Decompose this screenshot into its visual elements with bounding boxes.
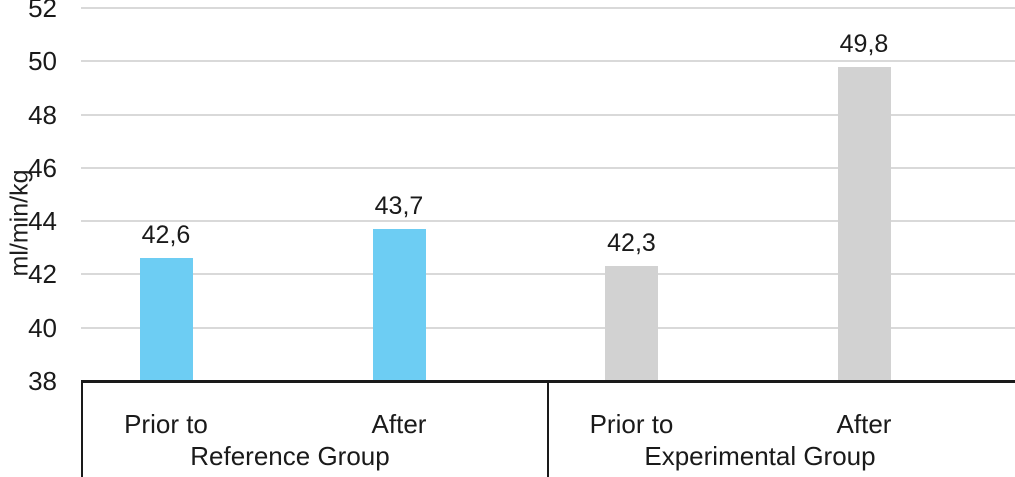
y-tick-label: 52 — [28, 0, 57, 23]
y-tick-label: 38 — [28, 366, 57, 396]
bar-value-label: 42,6 — [141, 221, 191, 250]
gridline — [81, 166, 1015, 169]
group-label: Experimental Group — [644, 441, 876, 471]
y-tick-label: 50 — [28, 46, 57, 77]
bar — [605, 266, 658, 381]
category-label: Prior to — [124, 409, 208, 439]
gridline — [81, 60, 1015, 63]
y-tick-label: 42 — [28, 259, 57, 290]
category-label: Prior to — [589, 409, 674, 439]
bar — [139, 258, 193, 381]
bar — [372, 229, 426, 381]
category-label: After — [836, 409, 892, 439]
axis-divider — [81, 381, 83, 477]
axis-divider — [547, 381, 549, 477]
gridline — [81, 7, 1015, 9]
gridline — [81, 326, 1015, 329]
group-label: Reference Group — [190, 441, 390, 471]
bar-value-label: 42,3 — [607, 229, 656, 258]
y-tick-label: 48 — [28, 99, 57, 130]
bar-value-label: 43,7 — [374, 192, 424, 221]
y-tick-label: 40 — [28, 312, 57, 343]
gridline — [81, 273, 1015, 276]
y-tick-label: 44 — [28, 206, 57, 237]
gridline — [81, 113, 1015, 116]
category-label: After — [371, 409, 427, 439]
gridline — [81, 220, 1015, 223]
y-tick-label: 46 — [28, 152, 57, 183]
bar — [837, 66, 891, 381]
bar-value-label: 49,8 — [839, 29, 889, 58]
